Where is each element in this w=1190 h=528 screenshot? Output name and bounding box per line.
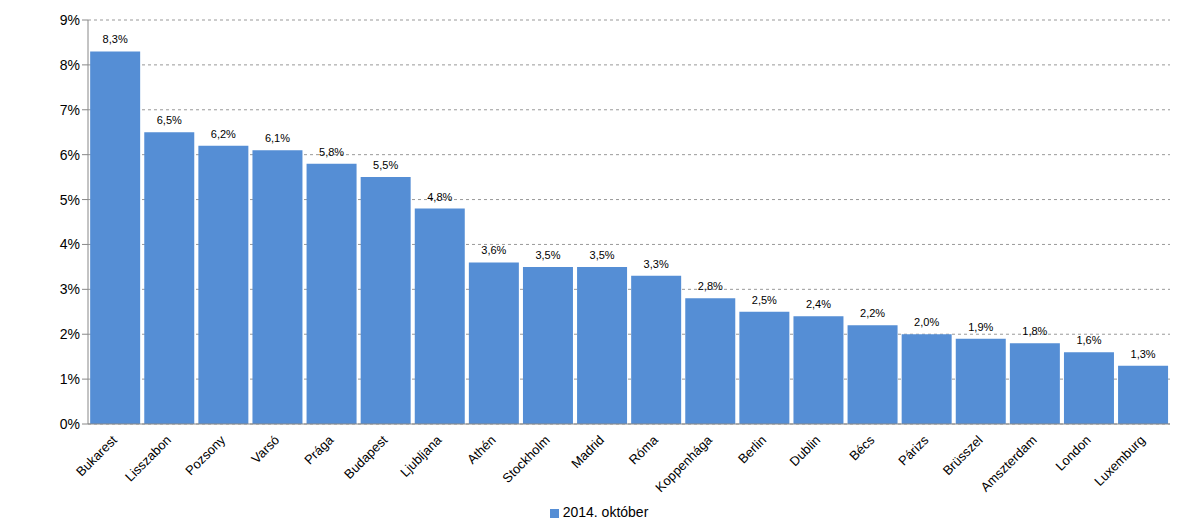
svg-text:9%: 9% bbox=[60, 12, 80, 28]
svg-text:6,1%: 6,1% bbox=[265, 132, 290, 144]
svg-text:3,5%: 3,5% bbox=[535, 249, 560, 261]
svg-text:3,3%: 3,3% bbox=[644, 258, 669, 270]
svg-text:7%: 7% bbox=[60, 102, 80, 118]
svg-text:1,8%: 1,8% bbox=[1022, 325, 1047, 337]
svg-text:5,8%: 5,8% bbox=[319, 146, 344, 158]
svg-text:2,5%: 2,5% bbox=[752, 294, 777, 306]
svg-text:Róma: Róma bbox=[626, 432, 662, 468]
svg-text:Lisszabon: Lisszabon bbox=[122, 432, 174, 484]
svg-text:Athén: Athén bbox=[464, 432, 499, 467]
svg-text:Amszterdam: Amszterdam bbox=[977, 432, 1039, 494]
svg-text:Berlin: Berlin bbox=[735, 432, 769, 466]
svg-text:2%: 2% bbox=[60, 326, 80, 342]
svg-text:1,3%: 1,3% bbox=[1131, 348, 1156, 360]
svg-text:Dublin: Dublin bbox=[787, 432, 824, 469]
svg-text:1%: 1% bbox=[60, 371, 80, 387]
html-text:2014. október: 2014. október bbox=[562, 504, 649, 520]
svg-text:Párizs: Párizs bbox=[895, 432, 931, 468]
svg-text:8,3%: 8,3% bbox=[103, 33, 128, 45]
svg-text:Brüsszel: Brüsszel bbox=[940, 432, 986, 478]
svg-text:London: London bbox=[1053, 432, 1094, 473]
svg-text:1,6%: 1,6% bbox=[1076, 334, 1101, 346]
svg-text:Pozsony: Pozsony bbox=[182, 432, 228, 478]
svg-text:Luxemburg: Luxemburg bbox=[1091, 432, 1148, 489]
svg-text:6,5%: 6,5% bbox=[157, 114, 182, 126]
svg-text:1,9%: 1,9% bbox=[968, 321, 993, 333]
svg-text:Bukarest: Bukarest bbox=[73, 432, 120, 479]
svg-text:2,2%: 2,2% bbox=[860, 307, 885, 319]
svg-text:Stockholm: Stockholm bbox=[499, 432, 553, 486]
svg-text:Koppenhága: Koppenhága bbox=[652, 432, 715, 495]
svg-text:5,5%: 5,5% bbox=[373, 159, 398, 171]
svg-text:Budapest: Budapest bbox=[341, 432, 391, 482]
svg-text:Bécs: Bécs bbox=[846, 432, 877, 463]
svg-text:0%: 0% bbox=[60, 416, 80, 432]
svg-text:Prága: Prága bbox=[301, 432, 337, 468]
svg-text:5%: 5% bbox=[60, 192, 80, 208]
svg-text:Madrid: Madrid bbox=[568, 432, 607, 471]
svg-text:4%: 4% bbox=[60, 236, 80, 252]
svg-text:Ljubljana: Ljubljana bbox=[397, 432, 445, 480]
svg-text:3,6%: 3,6% bbox=[481, 244, 506, 256]
svg-text:Varsó: Varsó bbox=[248, 432, 282, 466]
svg-text:4,8%: 4,8% bbox=[427, 191, 452, 203]
svg-text:6%: 6% bbox=[60, 147, 80, 163]
svg-text:3,5%: 3,5% bbox=[590, 249, 615, 261]
svg-text:2,4%: 2,4% bbox=[806, 298, 831, 310]
svg-text:6,2%: 6,2% bbox=[211, 128, 236, 140]
svg-text:2,0%: 2,0% bbox=[914, 316, 939, 328]
svg-text:8%: 8% bbox=[60, 57, 80, 73]
svg-text:2,8%: 2,8% bbox=[698, 280, 723, 292]
svg-text:3%: 3% bbox=[60, 281, 80, 297]
